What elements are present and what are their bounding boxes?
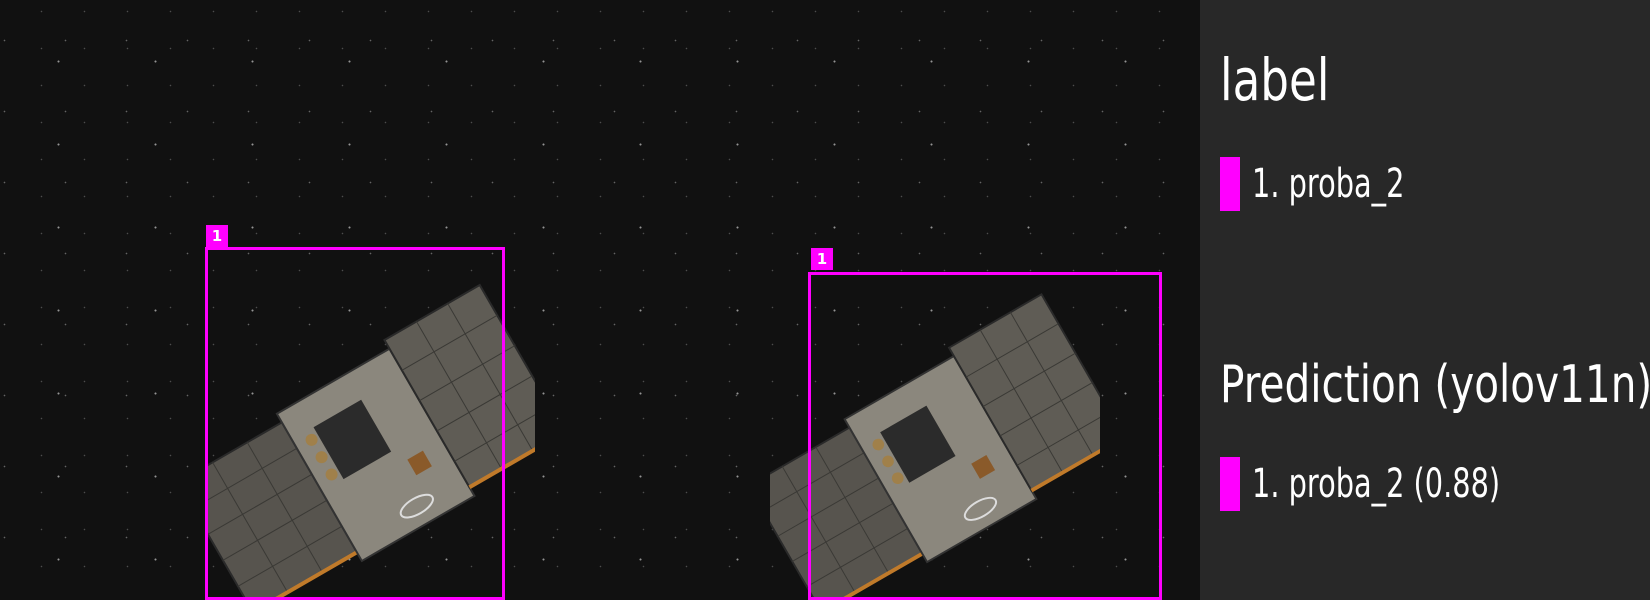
prediction-color-swatch bbox=[1220, 457, 1240, 511]
legend-panel: label 1. proba_2 Prediction (yolov11n) 1… bbox=[1200, 0, 1650, 600]
label-legend-text: 1. proba_2 bbox=[1252, 161, 1405, 207]
bounding-box-right-tag: 1 bbox=[811, 248, 833, 270]
prediction-legend-text: 1. proba_2 (0.88) bbox=[1252, 461, 1501, 507]
image-viewer: 1 1 bbox=[0, 0, 1200, 600]
bounding-box-left-tag: 1 bbox=[206, 225, 228, 247]
bounding-box-left[interactable] bbox=[205, 247, 505, 600]
prediction-section-title: Prediction (yolov11n) bbox=[1220, 355, 1650, 415]
label-section-title: label bbox=[1220, 46, 1330, 114]
label-color-swatch bbox=[1220, 157, 1240, 211]
bounding-box-right[interactable] bbox=[808, 272, 1162, 600]
label-legend-item: 1. proba_2 bbox=[1220, 157, 1464, 211]
satellite-image-left bbox=[205, 283, 535, 600]
satellite-image-right bbox=[770, 292, 1100, 600]
prediction-legend-item: 1. proba_2 (0.88) bbox=[1220, 457, 1597, 511]
